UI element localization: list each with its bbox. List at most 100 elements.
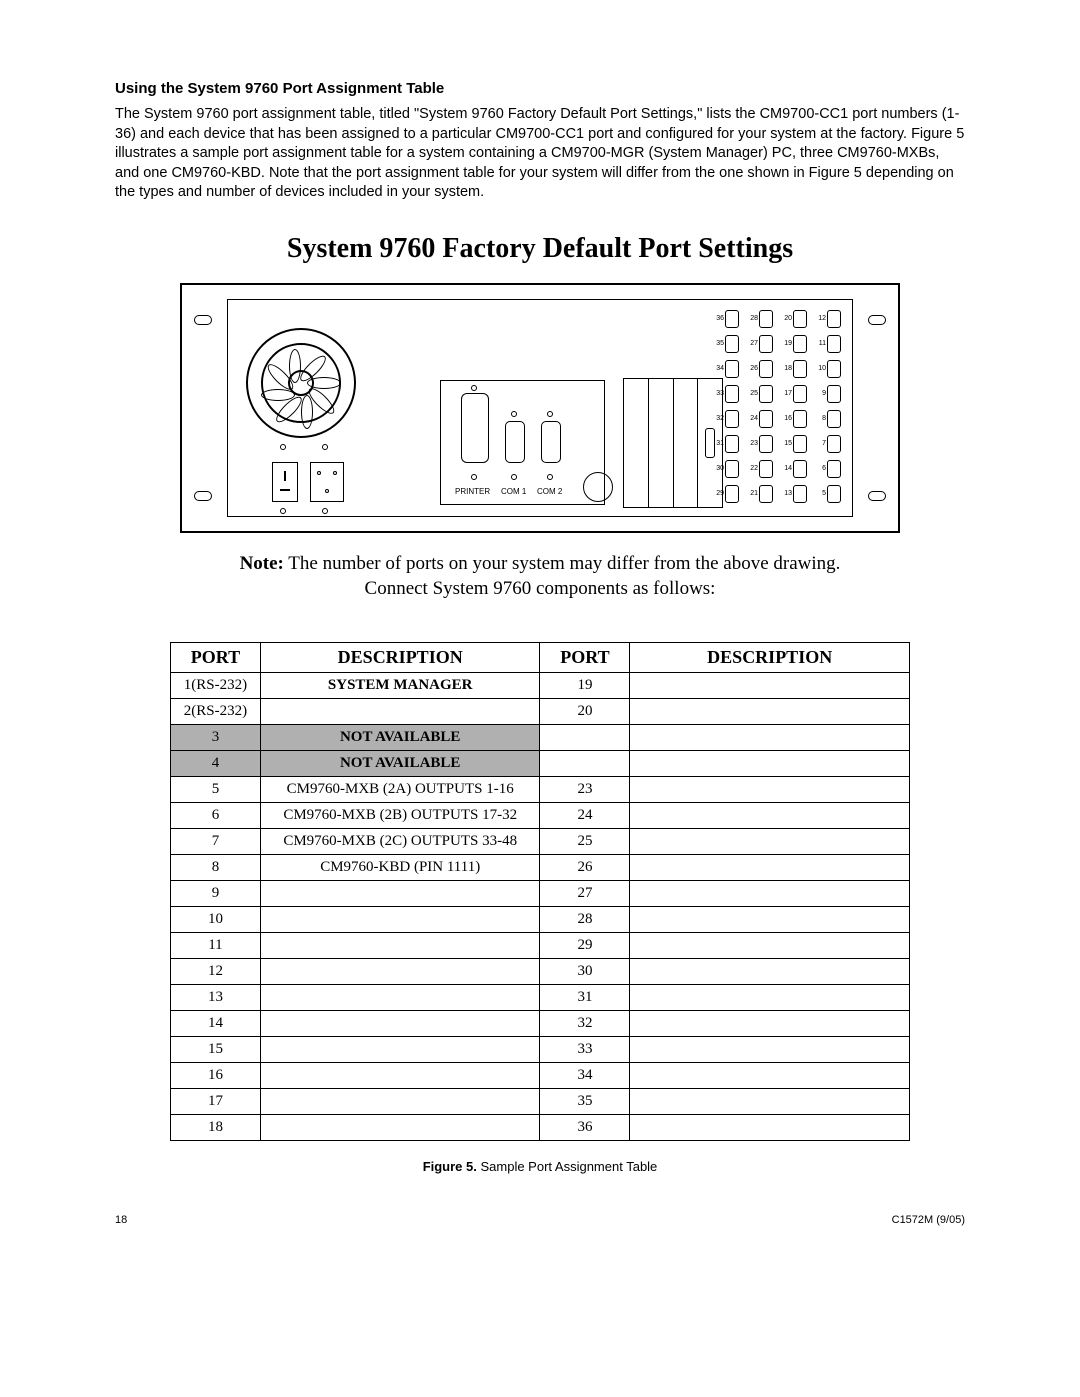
com1-label: COM 1 [501,487,526,496]
table-row: 927 [171,881,910,907]
rj-port-icon [725,310,739,328]
port-item: 11 [816,333,842,355]
port-number-label: 20 [782,315,792,322]
cell-port: 13 [171,985,261,1011]
port-number-label: 32 [714,415,724,422]
port-item: 5 [816,483,842,505]
cell-description [630,1115,910,1141]
page-title: System 9760 Factory Default Port Setting… [115,233,965,265]
cell-description [260,959,540,985]
port-item: 13 [782,483,808,505]
port-item: 19 [782,333,808,355]
port-item: 30 [714,458,740,480]
port-column: 2019181716151413 [782,308,808,505]
col-port-1: Port [171,643,261,673]
table-row: 1634 [171,1063,910,1089]
port-number-label: 6 [816,465,826,472]
cell-port: 31 [540,985,630,1011]
rj-port-icon [759,360,773,378]
rj-port-icon [827,410,841,428]
table-row: 13 31 [171,985,910,1011]
printer-port-icon [461,393,489,463]
port-column: 2827262524232221 [748,308,774,505]
table-row: 3NOT AVAILABLE [171,725,910,751]
page-number: 18 [115,1214,127,1226]
rj-port-icon [759,485,773,503]
port-number-label: 35 [714,340,724,347]
rj-port-icon [725,360,739,378]
page-footer: 18 C1572M (9/05) [115,1214,965,1226]
cell-description [630,1063,910,1089]
cell-description [630,985,910,1011]
port-number-label: 21 [748,490,758,497]
cell-port: 35 [540,1089,630,1115]
fan-blade-icon [261,389,295,401]
power-outlet-icon [310,462,344,502]
rj-port-icon [827,460,841,478]
table-row: 8CM9760-KBD (PIN 1111)26 [171,855,910,881]
rj-port-icon [793,485,807,503]
cell-description [630,933,910,959]
cell-description [260,881,540,907]
cell-port: 5 [171,777,261,803]
rj-port-icon [759,335,773,353]
port-item: 8 [816,408,842,430]
port-item: 35 [714,333,740,355]
port-number-label: 18 [782,365,792,372]
port-item: 9 [816,383,842,405]
cell-port: 6 [171,803,261,829]
rj-port-icon [793,335,807,353]
port-item: 17 [782,383,808,405]
note-prefix: Note: [240,553,284,574]
cell-port: 4 [171,751,261,777]
port-number-label: 7 [816,440,826,447]
cell-description [630,803,910,829]
rj-port-icon [793,360,807,378]
cell-port: 7 [171,829,261,855]
cell-port: 28 [540,907,630,933]
cell-description [630,881,910,907]
device-diagram: PRINTER COM 1 COM 2 36353433323130292827… [180,283,900,533]
com2-label: COM 2 [537,487,562,496]
cell-description [630,907,910,933]
table-row: 5CM9760-MXB (2A) OUTPUTS 1-1623 [171,777,910,803]
rack-hole-icon [194,315,212,325]
fan-icon [246,328,356,438]
cell-port: 34 [540,1063,630,1089]
port-number-label: 9 [816,390,826,397]
cell-port: 30 [540,959,630,985]
cell-description: SYSTEM MANAGER [260,673,540,699]
port-item: 21 [748,483,774,505]
port-number-label: 16 [782,415,792,422]
port-number-label: 33 [714,390,724,397]
port-number-label: 36 [714,315,724,322]
rj-port-icon [793,460,807,478]
cell-port: 11 [171,933,261,959]
port-item: 24 [748,408,774,430]
cell-port: 12 [171,959,261,985]
cell-description [630,673,910,699]
cell-description [260,1089,540,1115]
rj-port-icon [827,485,841,503]
cell-description [630,1037,910,1063]
table-row: 1028 [171,907,910,933]
port-column: 3635343332313029 [714,308,740,505]
port-number-label: 10 [816,365,826,372]
cell-port: 15 [171,1037,261,1063]
doc-number: C1572M (9/05) [892,1214,965,1226]
cell-description [260,699,540,725]
port-item: 29 [714,483,740,505]
port-number-label: 34 [714,365,724,372]
table-row: 2(RS-232)20 [171,699,910,725]
section-heading: Using the System 9760 Port Assignment Ta… [115,80,965,97]
port-number-label: 30 [714,465,724,472]
cell-port: 24 [540,803,630,829]
cell-description [630,959,910,985]
port-number-label: 5 [816,490,826,497]
rj-port-icon [793,385,807,403]
card-slots [623,378,723,508]
rack-hole-icon [868,315,886,325]
port-item: 18 [782,358,808,380]
power-switch-icon [272,462,298,502]
note-text: Note: The number of ports on your system… [220,551,860,602]
